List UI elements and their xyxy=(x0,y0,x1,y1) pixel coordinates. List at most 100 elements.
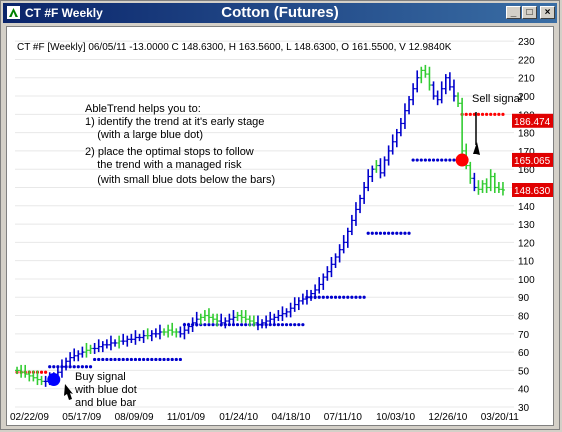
stop-dot xyxy=(321,295,325,299)
sell-arrow-icon xyxy=(473,142,480,155)
title-bar[interactable]: CT #F Weekly Cotton (Futures) _ □ × xyxy=(3,3,557,23)
stop-dot xyxy=(464,112,468,116)
x-tick-label: 08/09/09 xyxy=(115,412,154,423)
price-tag xyxy=(512,182,553,197)
buy-arrow-icon xyxy=(64,384,73,400)
stop-dot xyxy=(444,158,448,162)
y-tick-label: 30 xyxy=(518,403,530,414)
stop-dot xyxy=(211,323,215,327)
stop-dot xyxy=(93,357,97,362)
stop-dot xyxy=(317,295,321,299)
stop-dot xyxy=(329,295,334,299)
price-tag-label: 186.474 xyxy=(514,117,551,128)
y-tick-label: 200 xyxy=(518,92,535,103)
sell-signal-dot xyxy=(455,153,469,167)
y-tick-label: 50 xyxy=(518,366,530,377)
stop-dot xyxy=(162,357,166,362)
stop-dot xyxy=(350,295,354,299)
stop-dot xyxy=(480,112,485,116)
stop-dot xyxy=(280,323,285,327)
description-line: AbleTrend helps you to: xyxy=(85,103,201,115)
stop-dot xyxy=(129,357,133,362)
stop-dot xyxy=(154,357,158,362)
stop-dot xyxy=(370,231,374,235)
y-tick-label: 40 xyxy=(518,385,530,396)
x-tick-label: 02/22/09 xyxy=(10,412,49,423)
stop-dot xyxy=(452,158,456,162)
stop-dot xyxy=(72,365,76,369)
x-tick-label: 07/11/10 xyxy=(324,412,363,423)
y-tick-label: 120 xyxy=(518,238,535,249)
y-tick-label: 80 xyxy=(518,312,530,323)
stop-dot xyxy=(117,357,121,362)
description-line: 2) place the optimal stops to follow xyxy=(85,146,254,158)
stop-dot xyxy=(166,357,170,362)
stop-dot xyxy=(346,295,350,299)
x-tick-label: 04/18/10 xyxy=(272,412,311,423)
stop-dot xyxy=(289,323,293,327)
price-tags: 186.474 165.065 148.630 xyxy=(512,113,553,197)
x-tick-label: 03/20/11 xyxy=(481,412,520,423)
stop-dot xyxy=(374,231,378,235)
stop-dot xyxy=(476,112,481,116)
stop-dot xyxy=(146,357,150,362)
stop-dot xyxy=(174,357,178,362)
x-tick-label: 01/24/10 xyxy=(219,412,258,423)
y-tick-label: 60 xyxy=(518,348,530,359)
stop-dot xyxy=(395,231,399,235)
stop-dot xyxy=(436,158,440,162)
stop-dot xyxy=(48,365,52,369)
stop-dot xyxy=(423,158,427,162)
stop-dot xyxy=(399,231,403,235)
y-tick-label: 110 xyxy=(518,257,534,268)
description-text: AbleTrend helps you to: 1) identify the … xyxy=(85,103,275,186)
y-tick-label: 180 xyxy=(518,129,535,140)
stop-dot xyxy=(235,323,240,327)
stop-dot xyxy=(366,231,370,235)
stop-dot xyxy=(440,158,444,162)
axis-ticks: 3040506070809010011012013014015016017018… xyxy=(10,37,535,423)
stop-dot xyxy=(338,295,342,299)
stop-dot xyxy=(158,357,162,362)
stop-dot xyxy=(387,231,391,235)
stop-dot xyxy=(133,357,138,362)
stop-dot xyxy=(403,231,407,235)
stop-dot xyxy=(468,112,472,116)
stop-dot xyxy=(113,357,117,362)
stop-dot xyxy=(419,158,423,162)
stop-dot xyxy=(427,158,432,162)
price-tag-label: 148.630 xyxy=(514,186,551,197)
maximize-button[interactable]: □ xyxy=(522,6,537,19)
stop-dot xyxy=(207,323,211,327)
stop-dot xyxy=(391,231,395,235)
x-tick-label: 05/17/09 xyxy=(62,412,101,423)
chart-area[interactable]: CT #F [Weekly] 06/05/11 -13.0000 C 148.6… xyxy=(6,26,554,426)
minimize-button[interactable]: _ xyxy=(506,6,521,19)
y-tick-label: 100 xyxy=(518,275,535,286)
stop-dot xyxy=(80,365,84,369)
y-tick-label: 170 xyxy=(518,147,535,158)
stop-dot xyxy=(88,365,93,369)
buy-signal-label: and blue bar xyxy=(75,397,136,409)
y-tick-label: 160 xyxy=(518,165,535,176)
stop-dot xyxy=(493,112,497,116)
description-line: (with small blue dots below the bars) xyxy=(85,174,275,186)
stop-dot xyxy=(378,231,383,235)
description-line: the trend with a managed risk xyxy=(85,159,242,171)
stop-dot xyxy=(203,323,207,327)
stop-dot xyxy=(142,357,146,362)
y-tick-label: 130 xyxy=(518,220,535,231)
stop-dot xyxy=(358,295,362,299)
stop-dot xyxy=(109,357,113,362)
header-info: CT #F [Weekly] 06/05/11 -13.0000 C 148.6… xyxy=(17,42,452,53)
sell-annotation: Sell signal xyxy=(472,93,522,155)
stop-dot xyxy=(354,295,358,299)
stop-dot xyxy=(431,158,436,162)
stop-dot xyxy=(76,365,80,369)
stop-dot xyxy=(97,357,101,362)
stop-dot xyxy=(362,295,366,299)
stop-dot xyxy=(448,158,452,162)
stop-dot xyxy=(497,112,501,116)
stop-dot xyxy=(150,357,154,362)
close-button[interactable]: × xyxy=(540,6,555,19)
